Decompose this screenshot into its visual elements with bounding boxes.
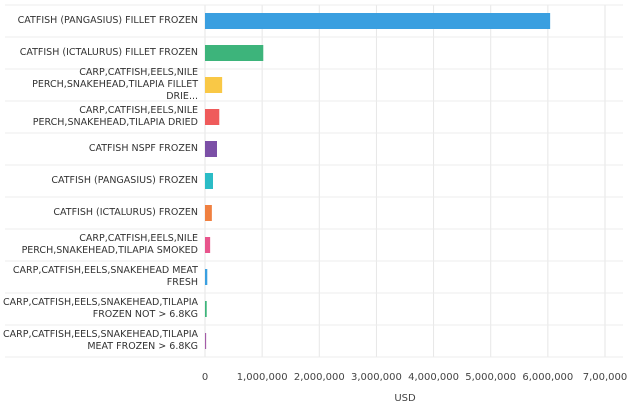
y-tick-label: CATFISH (PANGASIUS) FILLET FROZEN (17, 15, 198, 26)
x-tick-label: 1,000,000 (237, 372, 288, 383)
x-tick-label: 2,000,000 (294, 372, 345, 383)
x-tick-label: 0 (202, 372, 208, 383)
x-tick-label: 7,00,000 (583, 372, 628, 383)
bar (205, 173, 213, 189)
y-tick-label: CATFISH (ICTALURUS) FILLET FROZEN (19, 47, 198, 58)
y-tick-label: CATFISH NSPF FROZEN (88, 143, 198, 154)
x-tick-label: 3,000,000 (351, 372, 402, 383)
bar (205, 301, 207, 317)
y-tick-label: CATFISH (PANGASIUS) FROZEN (51, 175, 198, 186)
bar (205, 77, 223, 93)
y-tick-label: CARP,CATFISH,EELS,NILE PERCH,SNAKEHEAD,T… (32, 105, 198, 128)
y-tick-label: CARP,CATFISH,EELS,SNAKEHEAD MEAT FRESH (12, 265, 198, 288)
bar (205, 45, 264, 61)
bar (205, 333, 207, 349)
y-tick-label: CARP,CATFISH,EELS,NILE PERCH,SNAKEHEAD,T… (32, 67, 198, 102)
y-tick-label: CARP,CATFISH,EELS,SNAKEHEAD,TILAPIA FROZ… (3, 297, 198, 320)
x-axis-label: USD (394, 393, 416, 404)
y-tick-label: CATFISH (ICTALURUS) FROZEN (53, 207, 198, 218)
x-tick-label: 6,000,000 (522, 372, 573, 383)
bar (205, 269, 208, 285)
bar (205, 141, 217, 157)
bar (205, 205, 212, 221)
bar (205, 13, 551, 29)
x-tick-label: 4,000,000 (408, 372, 459, 383)
y-tick-label: CARP,CATFISH,EELS,SNAKEHEAD,TILAPIA MEAT… (3, 329, 198, 352)
x-tick-label: 5,000,000 (465, 372, 516, 383)
bar (205, 109, 220, 125)
bar (205, 237, 211, 253)
y-tick-label: CARP,CATFISH,EELS,NILE PERCH,SNAKEHEAD,T… (21, 233, 198, 256)
